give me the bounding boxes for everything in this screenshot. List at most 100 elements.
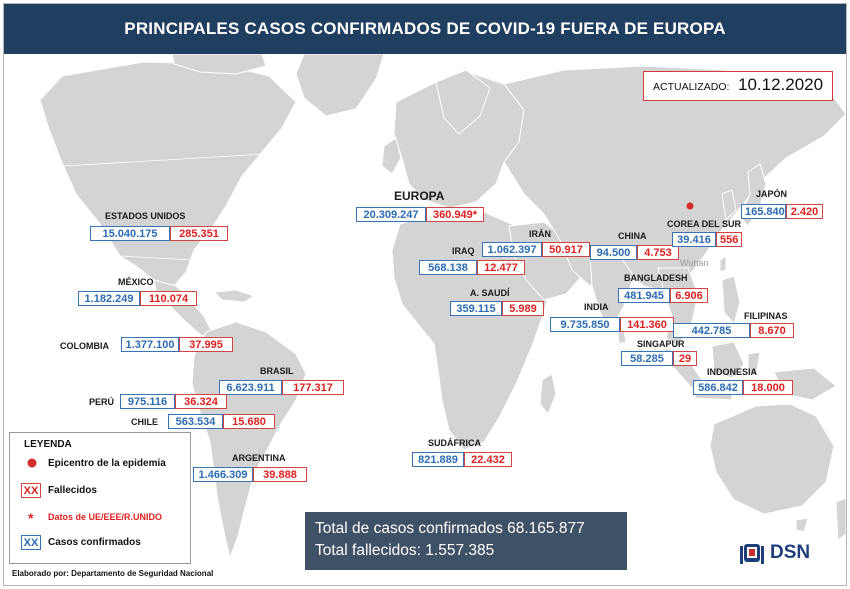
deaths-corea: 556 [716, 232, 742, 247]
totals-box: Total de casos confirmados 68.165.877 To… [305, 512, 627, 570]
wuhan-epicenter-dot [686, 202, 694, 210]
legend-deaths-label: Fallecidos [48, 485, 97, 496]
cases-mexico: 1.182.249 [78, 291, 140, 306]
country-name-filipinas: FILIPINAS [744, 311, 788, 321]
deaths-iraq: 12.477 [477, 260, 525, 275]
country-name-india: INDIA [584, 302, 609, 312]
country-name-singapur: SINGAPUR [637, 339, 685, 349]
land-greenland [295, 54, 385, 117]
land-tasmania [795, 517, 809, 533]
dsn-logo-text: DSN [770, 542, 811, 563]
deaths-brasil: 177.317 [282, 380, 344, 395]
legend-deaths-symbol: XX [21, 483, 41, 498]
cases-saudi: 359.115 [450, 301, 502, 316]
country-name-mexico: MÉXICO [118, 277, 154, 287]
country-name-saudi: A. SAUDÍ [470, 288, 510, 298]
cases-brasil: 6.623.911 [219, 380, 282, 395]
legend-cases-label: Casos confirmados [48, 537, 141, 548]
land-scandinavia [435, 69, 491, 135]
country-name-indonesia: INDONESIA [707, 367, 758, 377]
country-name-bangladesh: BANGLADESH [624, 273, 688, 283]
land-caribbean [212, 289, 256, 303]
deaths-mexico: 110.074 [140, 291, 197, 306]
deaths-argentina: 39.888 [253, 467, 307, 482]
cases-iraq: 568.138 [419, 260, 477, 275]
updated-box: ACTUALIZADO: 10.12.2020 [643, 71, 833, 101]
land-madagascar [539, 373, 557, 415]
legend-cases-symbol: XX [21, 535, 41, 550]
deaths-europa: 360.949* [426, 207, 484, 222]
deaths-peru: 36.324 [175, 394, 227, 409]
country-name-japon: JAPÓN [756, 189, 788, 199]
country-name-sudafrica: SUDÁFRICA [428, 438, 481, 448]
cases-singapur: 58.285 [621, 351, 673, 366]
land-australia [709, 403, 835, 515]
cases-chile: 563.534 [168, 414, 223, 429]
total-deaths: Total fallecidos: 1.557.385 [315, 542, 495, 559]
cases-peru: 975.116 [120, 394, 175, 409]
cases-iran: 1.062.397 [482, 242, 542, 257]
credit-text: Elaborado por: Departamento de Seguridad… [12, 569, 214, 578]
deaths-chile: 15.680 [223, 414, 275, 429]
deaths-saudi: 5.989 [502, 301, 544, 316]
cases-sudafrica: 821.889 [412, 452, 464, 467]
updated-date: 10.12.2020 [738, 75, 824, 94]
land-europe [393, 73, 525, 209]
country-name-chile: CHILE [131, 417, 158, 427]
legend-epicenter-icon [27, 458, 37, 468]
cases-argentina: 1.466.309 [193, 467, 253, 482]
country-name-argentina: ARGENTINA [232, 453, 286, 463]
cases-europa: 20.309.247 [356, 207, 426, 222]
dsn-logo: DSN [734, 538, 824, 568]
border-us-canada [63, 153, 267, 167]
cases-india: 9.735.850 [550, 317, 620, 332]
country-name-corea: COREA DEL SUR [667, 219, 742, 229]
wuhan-label: Wuhan [680, 258, 709, 268]
cases-colombia: 1.377.100 [121, 337, 179, 352]
land-south-america [191, 321, 307, 560]
land-sulawesi [747, 351, 761, 377]
land-north-america [39, 61, 297, 287]
deaths-colombia: 37.995 [179, 337, 233, 352]
cases-usa: 15.040.175 [90, 226, 170, 241]
country-name-brasil: BRASIL [260, 366, 294, 376]
land-korea [721, 189, 737, 222]
legend: LEYENDA Epicentro de la epidemia XX Fall… [9, 432, 191, 564]
country-name-peru: PERÚ [89, 397, 115, 407]
map-frame: PRINCIPALES CASOS CONFIRMADOS DE COVID-1… [3, 3, 847, 586]
land-borneo [711, 341, 745, 379]
land-new-zealand [835, 497, 846, 541]
land-central-america [153, 279, 213, 337]
country-name-iraq: IRAQ [452, 246, 475, 256]
coat-of-arms-icon [740, 544, 764, 564]
cases-indonesia: 586.842 [693, 380, 743, 395]
land-taiwan [719, 255, 727, 273]
deaths-filipinas: 8.670 [750, 323, 794, 338]
land-arctic-islands [171, 54, 267, 75]
deaths-bangladesh: 6.906 [670, 288, 708, 303]
border-us-mexico [119, 255, 195, 261]
deaths-usa: 285.351 [170, 226, 228, 241]
deaths-china: 4.753 [637, 245, 679, 260]
deaths-india: 141.360 [620, 317, 674, 332]
updated-label: ACTUALIZADO: [653, 81, 730, 93]
cases-corea: 39.416 [672, 232, 716, 247]
cases-filipinas: 442.785 [673, 323, 750, 338]
country-name-europa: EUROPA [394, 189, 445, 203]
legend-title: LEYENDA [24, 439, 72, 450]
country-name-iran: IRÁN [529, 229, 551, 239]
land-sri-lanka [617, 329, 627, 345]
legend-asterisk-icon: * [28, 510, 34, 526]
deaths-japon: 2.420 [786, 204, 823, 219]
cases-china: 94.500 [590, 245, 637, 260]
land-philippines [721, 275, 741, 326]
legend-eu-data-label: Datos de UE/EEE/R.UNIDO [48, 512, 163, 522]
country-name-colombia: COLOMBIA [60, 341, 109, 351]
cases-japon: 165.840 [741, 204, 786, 219]
deaths-singapur: 29 [673, 351, 697, 366]
page-title: PRINCIPALES CASOS CONFIRMADOS DE COVID-1… [4, 4, 846, 54]
deaths-iran: 50.917 [542, 242, 590, 257]
land-uk [381, 137, 402, 175]
deaths-sudafrica: 22.432 [464, 452, 512, 467]
cases-bangladesh: 481.945 [618, 288, 670, 303]
